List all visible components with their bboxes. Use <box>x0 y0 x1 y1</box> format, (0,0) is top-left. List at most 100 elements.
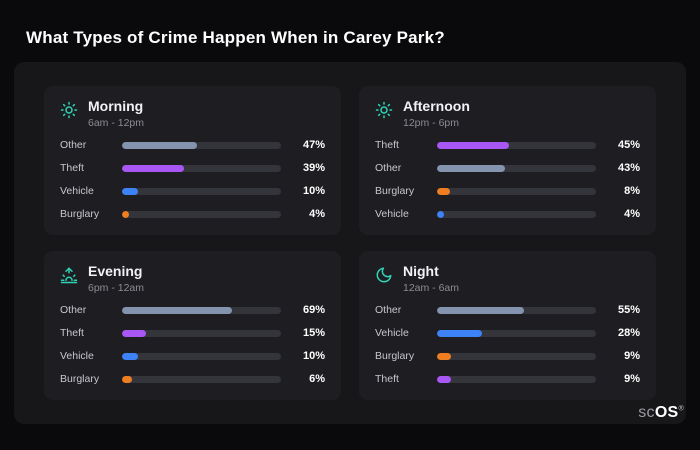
percent-value: 10% <box>302 350 325 362</box>
category-label: Other <box>60 304 87 316</box>
bar-row: Burglary 9% <box>375 350 640 362</box>
percent-value: 4% <box>624 208 640 220</box>
category-label: Vehicle <box>60 185 94 197</box>
bar-rows: Theft 45% Other 43% Burglary 8% Vehicle 4% <box>375 139 640 223</box>
dashboard-panel: Morning 6am - 12pm Other 47% Theft 39% Vehicle… <box>14 62 686 424</box>
category-label: Theft <box>375 139 399 151</box>
bar-track <box>437 210 596 218</box>
brand-logo-prefix: sc <box>638 404 655 421</box>
brand-logo: scOS® <box>638 404 684 422</box>
card-title: Night <box>403 263 439 279</box>
time-card-night: Night 12am - 6am Other 55% Vehicle 28% Burglar… <box>359 251 656 400</box>
category-label: Vehicle <box>375 327 409 339</box>
category-label: Vehicle <box>60 350 94 362</box>
bar-fill <box>437 187 450 195</box>
bar-track <box>437 352 596 360</box>
bar-track <box>122 164 281 172</box>
bar-fill <box>122 352 138 360</box>
time-card-evening: Evening 6pm - 12am Other 69% Theft 15% Vehicle… <box>44 251 341 400</box>
bar-row: Theft 39% <box>60 162 325 174</box>
bar-fill <box>122 164 184 172</box>
registered-mark: ® <box>678 405 684 413</box>
bar-fill <box>122 210 129 218</box>
percent-value: 4% <box>309 208 325 220</box>
time-card-afternoon: Afternoon 12pm - 6pm Theft 45% Other 43% Burgl… <box>359 86 656 235</box>
bar-rows: Other 55% Vehicle 28% Burglary 9% Theft 9% <box>375 304 640 388</box>
bar-track <box>122 329 281 337</box>
bar-fill <box>122 187 138 195</box>
bar-track <box>122 210 281 218</box>
card-title: Morning <box>88 98 144 114</box>
bar-fill <box>437 352 452 360</box>
bar-row: Vehicle 4% <box>375 208 640 220</box>
bar-row: Other 43% <box>375 162 640 174</box>
card-subtitle: 12am - 6am <box>403 282 460 294</box>
brand-logo-suffix: OS <box>654 404 679 421</box>
category-label: Vehicle <box>375 208 409 220</box>
bar-track <box>437 306 596 314</box>
category-label: Theft <box>60 162 84 174</box>
card-subtitle: 6pm - 12am <box>88 282 145 294</box>
bar-fill <box>437 141 509 149</box>
card-header: Morning 6am - 12pm <box>60 98 325 129</box>
bar-row: Burglary 4% <box>60 208 325 220</box>
category-label: Theft <box>60 327 84 339</box>
percent-value: 47% <box>302 139 325 151</box>
bar-fill <box>437 210 444 218</box>
percent-value: 39% <box>302 162 325 174</box>
category-label: Burglary <box>375 185 415 197</box>
bar-fill <box>437 164 506 172</box>
cards-grid: Morning 6am - 12pm Other 47% Theft 39% Vehicle… <box>44 86 656 400</box>
sunset-icon <box>60 266 78 284</box>
card-title: Evening <box>88 263 143 279</box>
bar-row: Vehicle 28% <box>375 327 640 339</box>
bar-track <box>122 141 281 149</box>
bar-fill <box>122 306 232 314</box>
bar-fill <box>437 375 452 383</box>
card-title: Afternoon <box>403 98 470 114</box>
bar-row: Vehicle 10% <box>60 350 325 362</box>
percent-value: 9% <box>624 350 640 362</box>
bar-rows: Other 47% Theft 39% Vehicle 10% Burglary 4% <box>60 139 325 223</box>
category-label: Theft <box>375 373 399 385</box>
bar-track <box>437 164 596 172</box>
percent-value: 6% <box>309 373 325 385</box>
card-subtitle: 6am - 12pm <box>88 117 145 129</box>
category-label: Other <box>60 139 87 151</box>
page-title: What Types of Crime Happen When in Carey… <box>26 28 445 47</box>
percent-value: 8% <box>624 185 640 197</box>
percent-value: 45% <box>617 139 640 151</box>
card-subtitle: 12pm - 6pm <box>403 117 460 129</box>
category-label: Burglary <box>375 350 415 362</box>
bar-row: Theft 9% <box>375 373 640 385</box>
bar-rows: Other 69% Theft 15% Vehicle 10% Burglary 6% <box>60 304 325 388</box>
bar-track <box>437 375 596 383</box>
percent-value: 43% <box>617 162 640 174</box>
bar-row: Other 47% <box>60 139 325 151</box>
time-card-morning: Morning 6am - 12pm Other 47% Theft 39% Vehicle… <box>44 86 341 235</box>
percent-value: 69% <box>302 304 325 316</box>
moon-icon <box>375 266 393 284</box>
bar-track <box>122 306 281 314</box>
bar-row: Other 55% <box>375 304 640 316</box>
category-label: Burglary <box>60 208 100 220</box>
bar-track <box>122 187 281 195</box>
bar-row: Theft 15% <box>60 327 325 339</box>
sun-icon <box>60 101 78 119</box>
bar-fill <box>122 141 197 149</box>
card-header: Evening 6pm - 12am <box>60 263 325 294</box>
category-label: Other <box>375 304 402 316</box>
bar-track <box>437 187 596 195</box>
bar-track <box>437 141 596 149</box>
bar-fill <box>437 306 525 314</box>
percent-value: 55% <box>617 304 640 316</box>
bar-row: Burglary 8% <box>375 185 640 197</box>
category-label: Burglary <box>60 373 100 385</box>
bar-fill <box>122 329 146 337</box>
card-header: Night 12am - 6am <box>375 263 640 294</box>
bar-row: Burglary 6% <box>60 373 325 385</box>
category-label: Other <box>375 162 402 174</box>
bar-track <box>122 375 281 383</box>
percent-value: 9% <box>624 373 640 385</box>
bar-track <box>437 329 596 337</box>
